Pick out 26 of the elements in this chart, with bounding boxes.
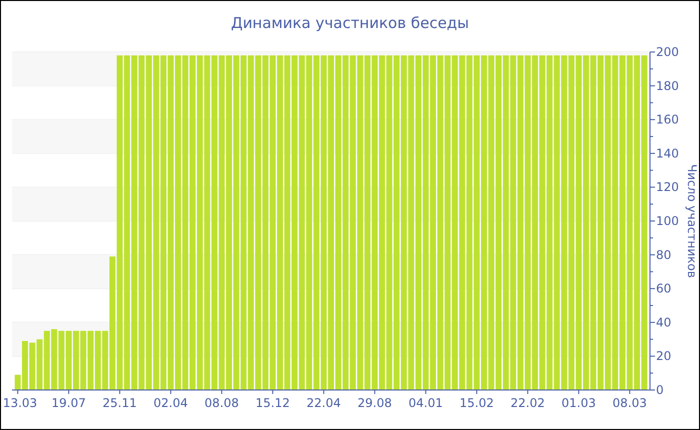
x-tick-label: 13.03: [2, 396, 38, 410]
x-tick-label: 08.03: [612, 396, 647, 410]
x-tick-label: 02.04: [154, 396, 188, 410]
x-tick-label: 04.01: [408, 396, 443, 410]
y-tick-label: 80: [656, 248, 672, 262]
y-tick-label: 20: [656, 349, 672, 364]
x-tick-label: 29.08: [358, 396, 392, 410]
y-tick-label: 0: [656, 383, 664, 397]
y-axis-title: Число участников: [685, 164, 699, 278]
x-tick-label: 15.02: [460, 396, 494, 410]
x-tick-label: 22.02: [510, 396, 545, 410]
y-tick-label: 120: [656, 180, 679, 194]
x-tick-label: 15.12: [256, 396, 290, 410]
y-tick-label: 60: [656, 282, 672, 296]
x-tick-label: 22.04: [306, 396, 341, 410]
y-tick-label: 100: [656, 214, 679, 228]
x-tick-label: 01.03: [562, 396, 596, 410]
x-tick-label: 25.11: [102, 396, 137, 410]
y-tick-label: 140: [656, 146, 679, 160]
y-tick-label: 160: [656, 112, 679, 127]
y-tick-label: 200: [656, 45, 679, 59]
x-tick-label: 19.07: [52, 396, 86, 410]
x-tick-label: 08.08: [204, 396, 239, 410]
y-tick-label: 40: [656, 315, 672, 330]
chart-title: Динамика участников беседы: [230, 14, 470, 32]
y-tick-label: 180: [656, 78, 679, 93]
